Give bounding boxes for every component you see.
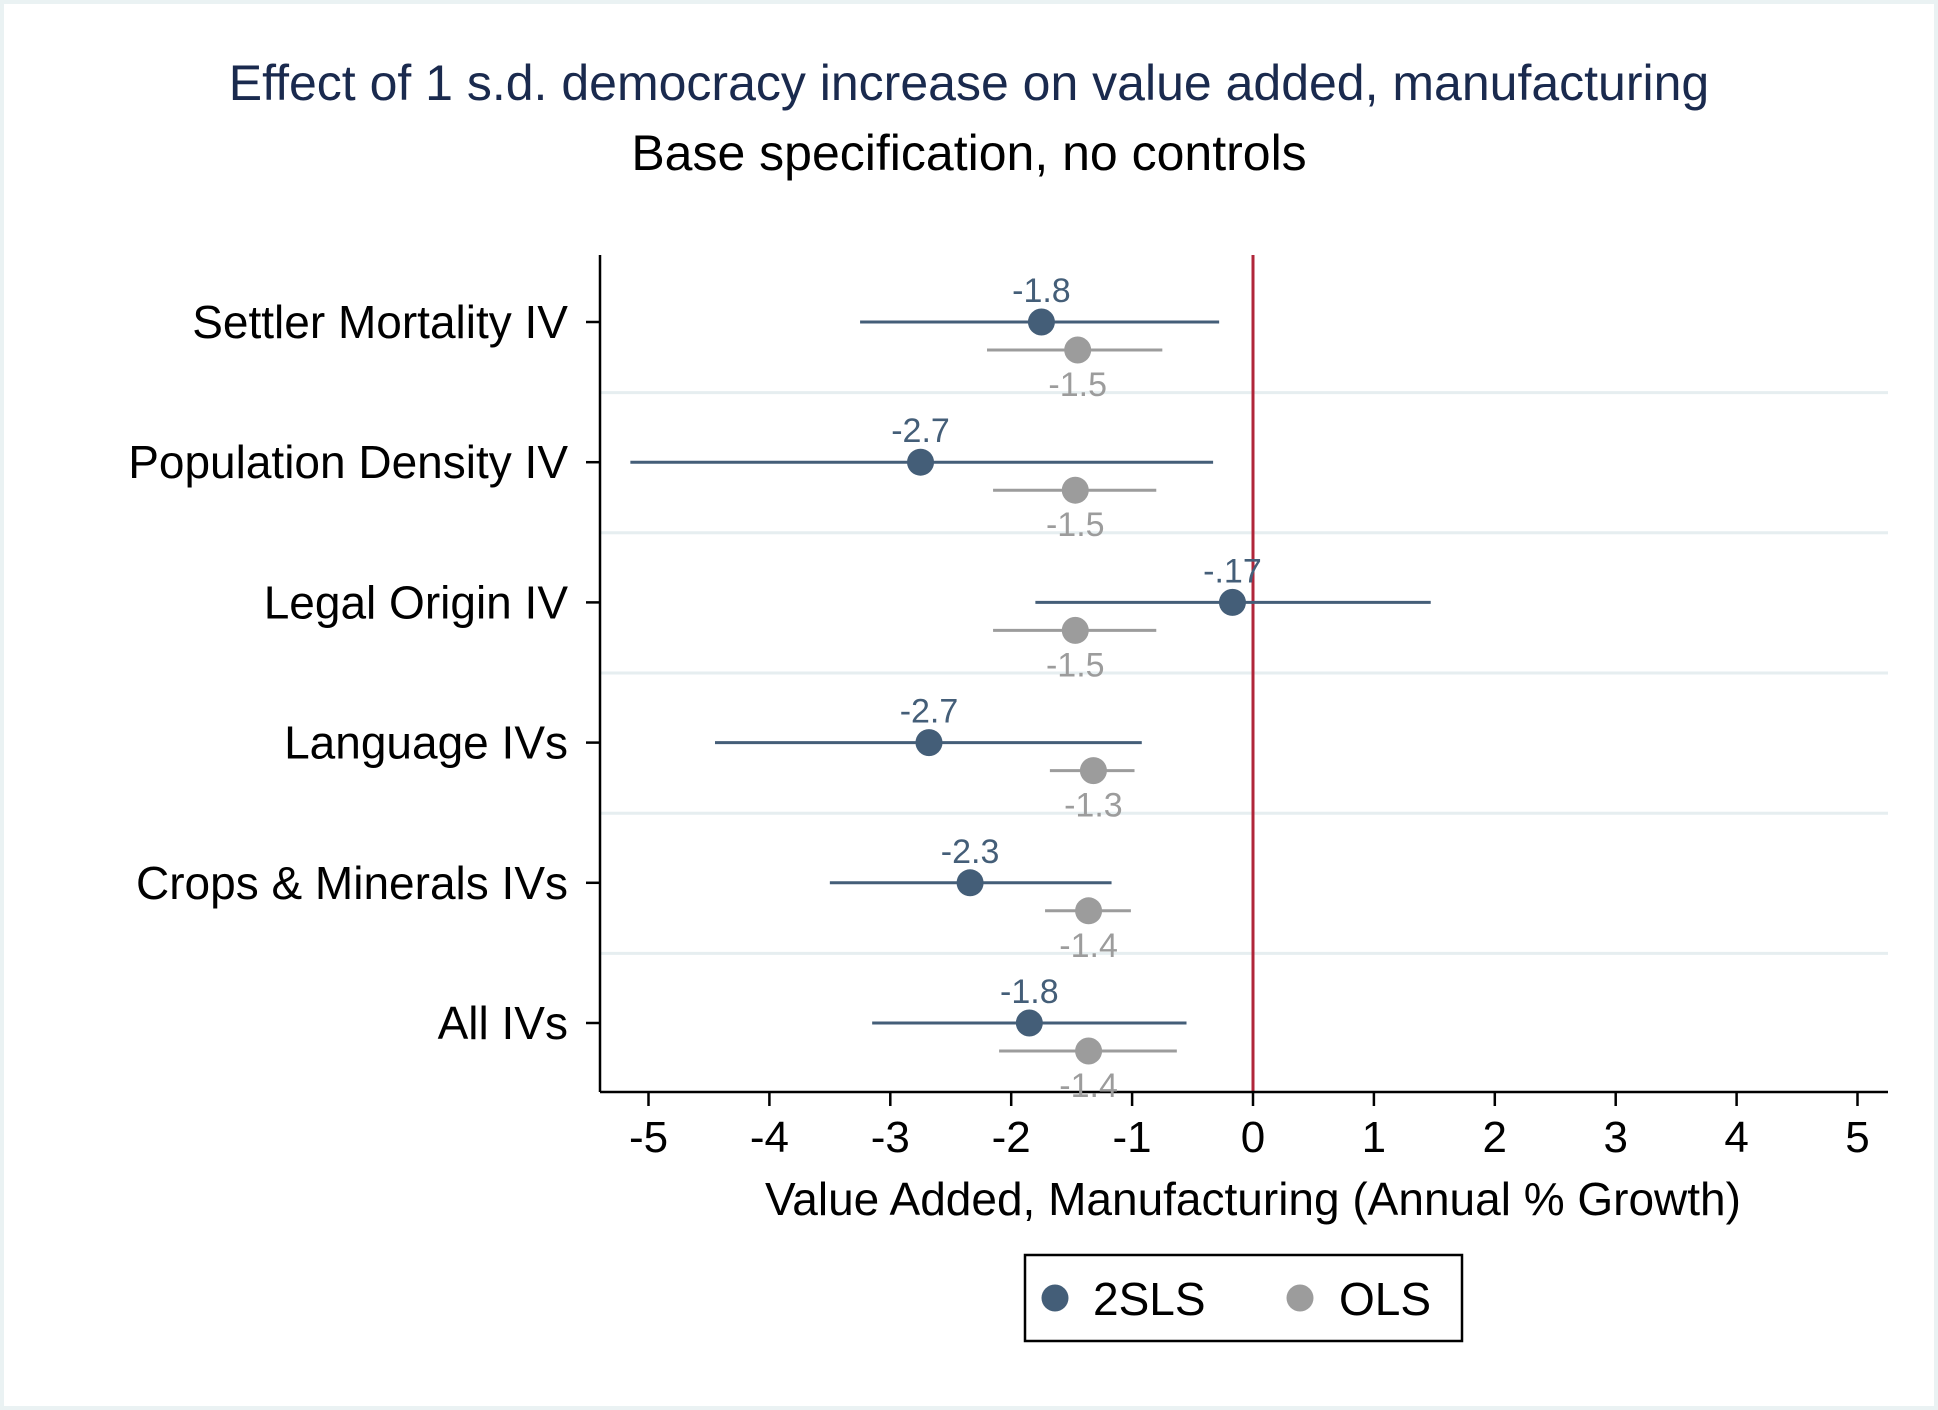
data-label-2sls: -1.8 <box>1012 272 1071 310</box>
y-category-label: All IVs <box>438 997 568 1049</box>
data-label-ols: -1.4 <box>1059 927 1118 965</box>
y-category-label: Settler Mortality IV <box>192 296 568 348</box>
data-label-ols: -1.3 <box>1064 787 1123 825</box>
x-tick-label: -3 <box>871 1113 910 1162</box>
y-category-label: Crops & Minerals IVs <box>136 857 568 909</box>
legend-marker-2sls <box>1041 1284 1069 1312</box>
y-category-label: Language IVs <box>284 717 568 769</box>
data-label-ols: -1.4 <box>1059 1067 1118 1105</box>
chart-title: Effect of 1 s.d. democracy increase on v… <box>229 55 1710 111</box>
data-label-ols: -1.5 <box>1048 366 1107 404</box>
x-axis-label: Value Added, Manufacturing (Annual % Gro… <box>765 1173 1741 1225</box>
x-tick-label: 2 <box>1483 1113 1507 1162</box>
legend-label-2sls: 2SLS <box>1093 1273 1206 1325</box>
x-tick-label: -5 <box>629 1113 668 1162</box>
chart-background <box>4 4 1934 1406</box>
point-estimate-ols <box>1075 1037 1103 1065</box>
point-estimate-2sls <box>1027 308 1055 336</box>
chart-subtitle: Base specification, no controls <box>631 125 1306 181</box>
point-estimate-ols <box>1061 476 1089 504</box>
data-label-2sls: -.17 <box>1203 552 1262 590</box>
point-estimate-ols <box>1064 336 1092 364</box>
axes: -5 -4 -3 -2 -1 0 1 2 3 4 5 Settler Mortality IV Popu… <box>128 255 1888 1162</box>
x-tick-label: -1 <box>1113 1113 1152 1162</box>
x-tick-label: 5 <box>1845 1113 1869 1162</box>
data-label-2sls: -2.7 <box>900 693 959 731</box>
x-tick-label: 4 <box>1724 1113 1748 1162</box>
y-category-label: Legal Origin IV <box>264 576 569 628</box>
data-label-2sls: -2.7 <box>891 412 950 450</box>
x-tick-label: -2 <box>992 1113 1031 1162</box>
point-estimate-2sls <box>1218 588 1246 616</box>
y-category-label: Population Density IV <box>128 436 568 488</box>
legend-marker-ols <box>1286 1284 1314 1312</box>
point-estimate-ols <box>1061 616 1089 644</box>
point-estimate-2sls <box>907 448 935 476</box>
data-label-2sls: -2.3 <box>941 833 1000 871</box>
x-tick-label: -4 <box>750 1113 789 1162</box>
data-label-ols: -1.5 <box>1046 646 1105 684</box>
data-label-ols: -1.5 <box>1046 506 1105 544</box>
data-label-2sls: -1.8 <box>1000 973 1059 1011</box>
legend-label-ols: OLS <box>1339 1273 1431 1325</box>
legend-box <box>1023 1253 1464 1343</box>
point-estimate-ols <box>1075 897 1103 925</box>
point-estimate-2sls <box>1015 1009 1043 1037</box>
x-tick-label: 3 <box>1603 1113 1627 1162</box>
legend: 2SLS OLS <box>1023 1253 1464 1343</box>
x-tick-label: 1 <box>1362 1113 1386 1162</box>
gridlines <box>600 391 1888 955</box>
x-tick-label: 0 <box>1241 1113 1265 1162</box>
point-estimate-2sls <box>915 729 943 757</box>
plot-marks: -1.8 -2.7 -.17 -2.7 -2.3 -1.8 -1.5 -1.5 -1.5 -1.3… <box>630 272 1431 1105</box>
point-estimate-ols <box>1079 757 1107 785</box>
point-estimate-2sls <box>956 869 984 897</box>
